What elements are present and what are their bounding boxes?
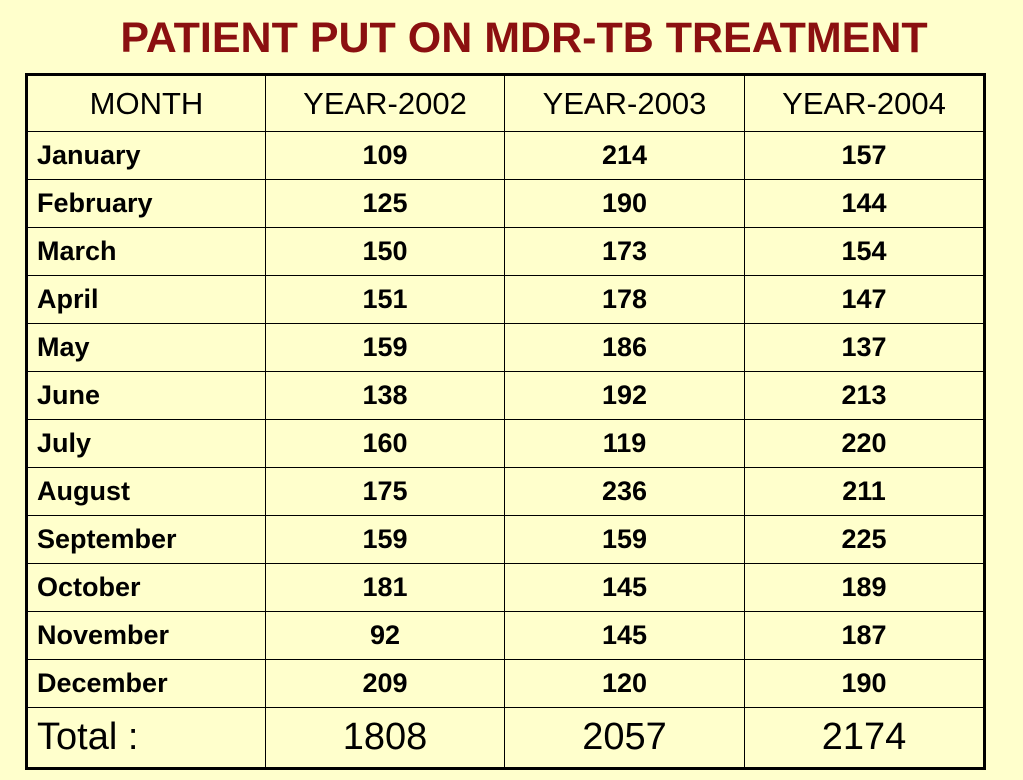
table-row: August 175 236 211 xyxy=(26,467,985,516)
value-cell: 160 xyxy=(265,419,505,468)
table-row: June 138 192 213 xyxy=(26,371,985,420)
table-row: October 181 145 189 xyxy=(26,563,985,612)
value-cell: 213 xyxy=(744,371,985,420)
month-cell: December xyxy=(26,659,266,708)
value-cell: 145 xyxy=(504,611,745,660)
value-cell: 220 xyxy=(744,419,985,468)
value-cell: 159 xyxy=(265,515,505,564)
total-label: Total : xyxy=(26,707,266,769)
column-header-year-2003: YEAR-2003 xyxy=(504,74,745,132)
value-cell: 159 xyxy=(504,515,745,564)
table-row: September 159 159 225 xyxy=(26,515,985,564)
value-cell: 192 xyxy=(504,371,745,420)
month-cell: August xyxy=(26,467,266,516)
table-row: April 151 178 147 xyxy=(26,275,985,324)
value-cell: 178 xyxy=(504,275,745,324)
value-cell: 151 xyxy=(265,275,505,324)
value-cell: 154 xyxy=(744,227,985,276)
total-value: 2174 xyxy=(744,707,985,769)
value-cell: 225 xyxy=(744,515,985,564)
value-cell: 92 xyxy=(265,611,505,660)
value-cell: 181 xyxy=(265,563,505,612)
value-cell: 119 xyxy=(504,419,745,468)
column-header-month: MONTH xyxy=(26,74,266,132)
value-cell: 150 xyxy=(265,227,505,276)
table-row: May 159 186 137 xyxy=(26,323,985,372)
value-cell: 145 xyxy=(504,563,745,612)
value-cell: 157 xyxy=(744,131,985,180)
table-row: February 125 190 144 xyxy=(26,179,985,228)
value-cell: 190 xyxy=(744,659,985,708)
month-cell: January xyxy=(26,131,266,180)
month-cell: October xyxy=(26,563,266,612)
table-row: July 160 119 220 xyxy=(26,419,985,468)
value-cell: 137 xyxy=(744,323,985,372)
table-row: January 109 214 157 xyxy=(26,131,985,180)
total-row: Total : 1808 2057 2174 xyxy=(26,707,985,769)
value-cell: 175 xyxy=(265,467,505,516)
value-cell: 120 xyxy=(504,659,745,708)
value-cell: 187 xyxy=(744,611,985,660)
value-cell: 236 xyxy=(504,467,745,516)
value-cell: 211 xyxy=(744,467,985,516)
value-cell: 147 xyxy=(744,275,985,324)
value-cell: 173 xyxy=(504,227,745,276)
month-cell: July xyxy=(26,419,266,468)
total-value: 2057 xyxy=(504,707,745,769)
value-cell: 190 xyxy=(504,179,745,228)
table-row: November 92 145 187 xyxy=(26,611,985,660)
value-cell: 209 xyxy=(265,659,505,708)
value-cell: 144 xyxy=(744,179,985,228)
value-cell: 109 xyxy=(265,131,505,180)
value-cell: 186 xyxy=(504,323,745,372)
column-header-year-2004: YEAR-2004 xyxy=(744,74,985,132)
column-header-year-2002: YEAR-2002 xyxy=(265,74,505,132)
table-row: December 209 120 190 xyxy=(26,659,985,708)
header-row: MONTH YEAR-2002 YEAR-2003 YEAR-2004 xyxy=(26,74,985,132)
data-table: MONTH YEAR-2002 YEAR-2003 YEAR-2004 Janu… xyxy=(25,73,986,770)
month-cell: April xyxy=(26,275,266,324)
page-title: PATIENT PUT ON MDR-TB TREATMENT xyxy=(120,14,928,62)
month-cell: February xyxy=(26,179,266,228)
value-cell: 189 xyxy=(744,563,985,612)
month-cell: November xyxy=(26,611,266,660)
month-cell: June xyxy=(26,371,266,420)
total-value: 1808 xyxy=(265,707,505,769)
value-cell: 159 xyxy=(265,323,505,372)
value-cell: 138 xyxy=(265,371,505,420)
month-cell: May xyxy=(26,323,266,372)
month-cell: September xyxy=(26,515,266,564)
table-row: March 150 173 154 xyxy=(26,227,985,276)
value-cell: 125 xyxy=(265,179,505,228)
month-cell: March xyxy=(26,227,266,276)
value-cell: 214 xyxy=(504,131,745,180)
